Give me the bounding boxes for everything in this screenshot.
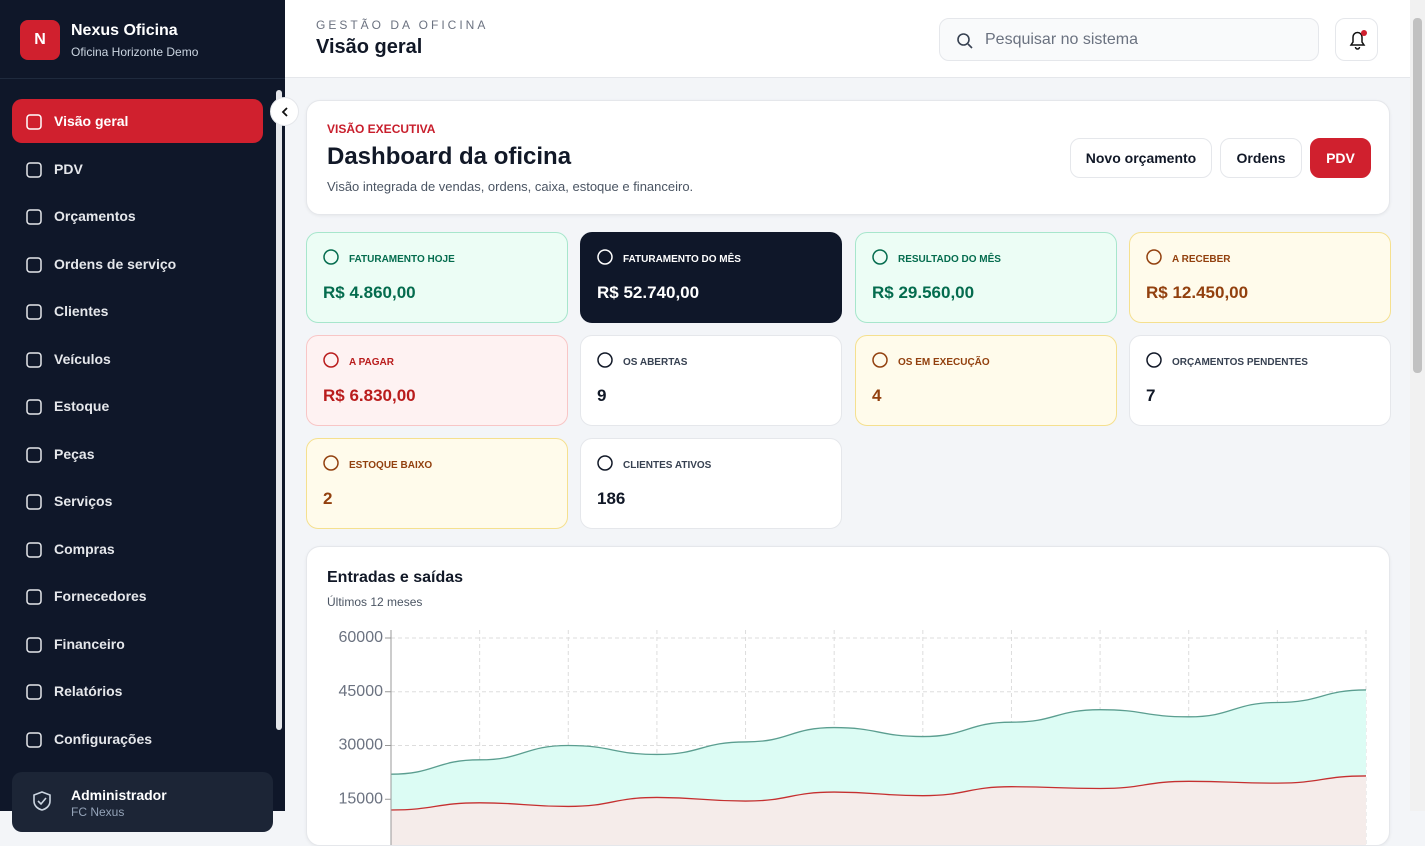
- nav-item[interactable]: Compras: [12, 527, 263, 571]
- kpi-card: OS ABERTAS 9: [580, 335, 842, 426]
- nav-item[interactable]: Configurações: [12, 717, 263, 761]
- kpi-value: 4: [872, 386, 882, 405]
- nav-label: Financeiro: [54, 635, 125, 652]
- brand-name: Nexus Oficina: [71, 22, 178, 39]
- sidebar: N Nexus Oficina Oficina Horizonte Demo V…: [0, 0, 299, 832]
- kpi-label: CLIENTES ATIVOS: [623, 460, 712, 471]
- y-tick-label: 30000: [339, 737, 384, 754]
- kpi-label: FATURAMENTO HOJE: [349, 254, 455, 265]
- nav-item[interactable]: Serviços: [12, 479, 263, 523]
- user-org: FC Nexus: [71, 805, 125, 819]
- line: [390, 775, 1367, 811]
- nav-item[interactable]: Estoque: [12, 384, 263, 428]
- kpi-card: ORÇAMENTOS PENDENTES 7: [1129, 335, 1391, 426]
- kpi-card: A RECEBER R$ 12.450,00: [1129, 232, 1391, 323]
- nav-item[interactable]: Fornecedores: [12, 574, 263, 618]
- chart: 15000 30000 45000 60000: [339, 629, 1367, 845]
- kpi-value: R$ 6.830,00: [323, 386, 416, 405]
- nav-label: Veículos: [54, 350, 111, 367]
- button[interactable]: PDV: [1310, 138, 1371, 178]
- hero-eyebrow: VISÃO EXECUTIVA: [327, 122, 436, 136]
- header: GESTÃO DA OFICINA Visão geral Pesquisar …: [285, 0, 1410, 78]
- kpi-value: R$ 12.450,00: [1146, 283, 1249, 302]
- header-title: Visão geral: [316, 36, 423, 58]
- nav-item[interactable]: Clientes: [12, 289, 263, 333]
- nav-label: Peças: [54, 445, 95, 462]
- page-scrollbar: [1410, 0, 1425, 811]
- user-card[interactable]: Administrador FC Nexus: [12, 772, 273, 832]
- kpi-label: RESULTADO DO MÊS: [898, 254, 1001, 265]
- nav-label: Serviços: [54, 493, 113, 509]
- nav-item[interactable]: Peças: [12, 432, 263, 476]
- user-name: Administrador: [71, 787, 167, 803]
- kpi-label: ESTOQUE BAIXO: [349, 460, 433, 471]
- divider: [0, 78, 285, 79]
- kpi-label: FATURAMENTO DO MÊS: [623, 254, 741, 265]
- kpi-card: FATURAMENTO HOJE R$ 4.860,00: [306, 232, 568, 323]
- line: [390, 689, 1367, 775]
- nav-label: Ordens de serviço: [54, 255, 177, 272]
- y-tick-label: 45000: [339, 683, 384, 700]
- kpi-label: OS EM EXECUÇÃO: [898, 357, 990, 368]
- kpi-value: 2: [323, 489, 333, 508]
- nav-item[interactable]: Relatórios: [12, 669, 263, 713]
- hero-title: Dashboard da oficina: [327, 143, 572, 170]
- y-tick-label: 15000: [339, 790, 384, 807]
- kpi-card: A PAGAR R$ 6.830,00: [306, 335, 568, 426]
- hero-card: VISÃO EXECUTIVA Dashboard da oficina Vis…: [306, 100, 1390, 215]
- nav-item[interactable]: PDV: [12, 147, 263, 191]
- nav-label: Configurações: [54, 730, 153, 747]
- kpi-card: RESULTADO DO MÊS R$ 29.560,00: [855, 232, 1117, 323]
- hero-subtitle: Visão integrada de vendas, ordens, caixa…: [327, 179, 694, 194]
- nav-item[interactable]: Visão geral: [12, 99, 263, 143]
- kpi-label: ORÇAMENTOS PENDENTES: [1172, 357, 1308, 368]
- kpi-card: CLIENTES ATIVOS 186: [580, 438, 842, 529]
- logo: N: [20, 20, 60, 60]
- chart-card: 15000 30000 45000 60000 Entradas e saídas Ú…: [306, 546, 1390, 846]
- kpi-label: A RECEBER: [1172, 254, 1231, 265]
- kpi-card: FATURAMENTO DO MÊS R$ 52.740,00: [580, 232, 842, 323]
- search-input[interactable]: Pesquisar no sistema: [939, 18, 1319, 61]
- kpi-value: 7: [1146, 386, 1156, 405]
- kpi-card: ESTOQUE BAIXO 2: [306, 438, 568, 529]
- header-eyebrow: GESTÃO DA OFICINA: [316, 18, 489, 32]
- chart-subtitle: Últimos 12 meses: [327, 595, 423, 609]
- button[interactable]: Ordens: [1220, 138, 1302, 178]
- kpi-label: A PAGAR: [349, 357, 394, 368]
- nav-label: Estoque: [54, 398, 110, 414]
- notifications-button[interactable]: [1335, 18, 1378, 61]
- nav-item[interactable]: Ordens de serviço: [12, 242, 263, 286]
- nav-label: Clientes: [54, 303, 109, 319]
- kpi-value: 186: [597, 489, 626, 508]
- nav-item[interactable]: Financeiro: [12, 622, 263, 666]
- kpi-value: R$ 29.560,00: [872, 283, 975, 302]
- kpi-label: OS ABERTAS: [623, 357, 688, 368]
- chart-title: Entradas e saídas: [327, 569, 464, 586]
- nav-label: PDV: [54, 160, 83, 177]
- kpi-card: OS EM EXECUÇÃO 4: [855, 335, 1117, 426]
- brand-subtitle: Oficina Horizonte Demo: [71, 45, 199, 59]
- nav-label: Visão geral: [54, 113, 129, 129]
- button[interactable]: Novo orçamento: [1070, 138, 1212, 178]
- scrollbar: [276, 90, 282, 730]
- collapse-button[interactable]: [270, 97, 299, 126]
- nav-label: Relatórios: [54, 683, 123, 699]
- search-placeholder: Pesquisar no sistema: [985, 31, 1138, 48]
- kpi-value: R$ 4.860,00: [323, 283, 416, 302]
- nav-label: Orçamentos: [54, 208, 136, 224]
- kpi-value: R$ 52.740,00: [597, 283, 700, 302]
- kpi-value: 9: [597, 386, 607, 405]
- y-tick-label: 60000: [339, 629, 384, 646]
- nav-item[interactable]: Veículos: [12, 337, 263, 381]
- nav-label: Fornecedores: [54, 588, 147, 604]
- nav-label: Compras: [54, 540, 115, 557]
- nav-item[interactable]: Orçamentos: [12, 194, 263, 238]
